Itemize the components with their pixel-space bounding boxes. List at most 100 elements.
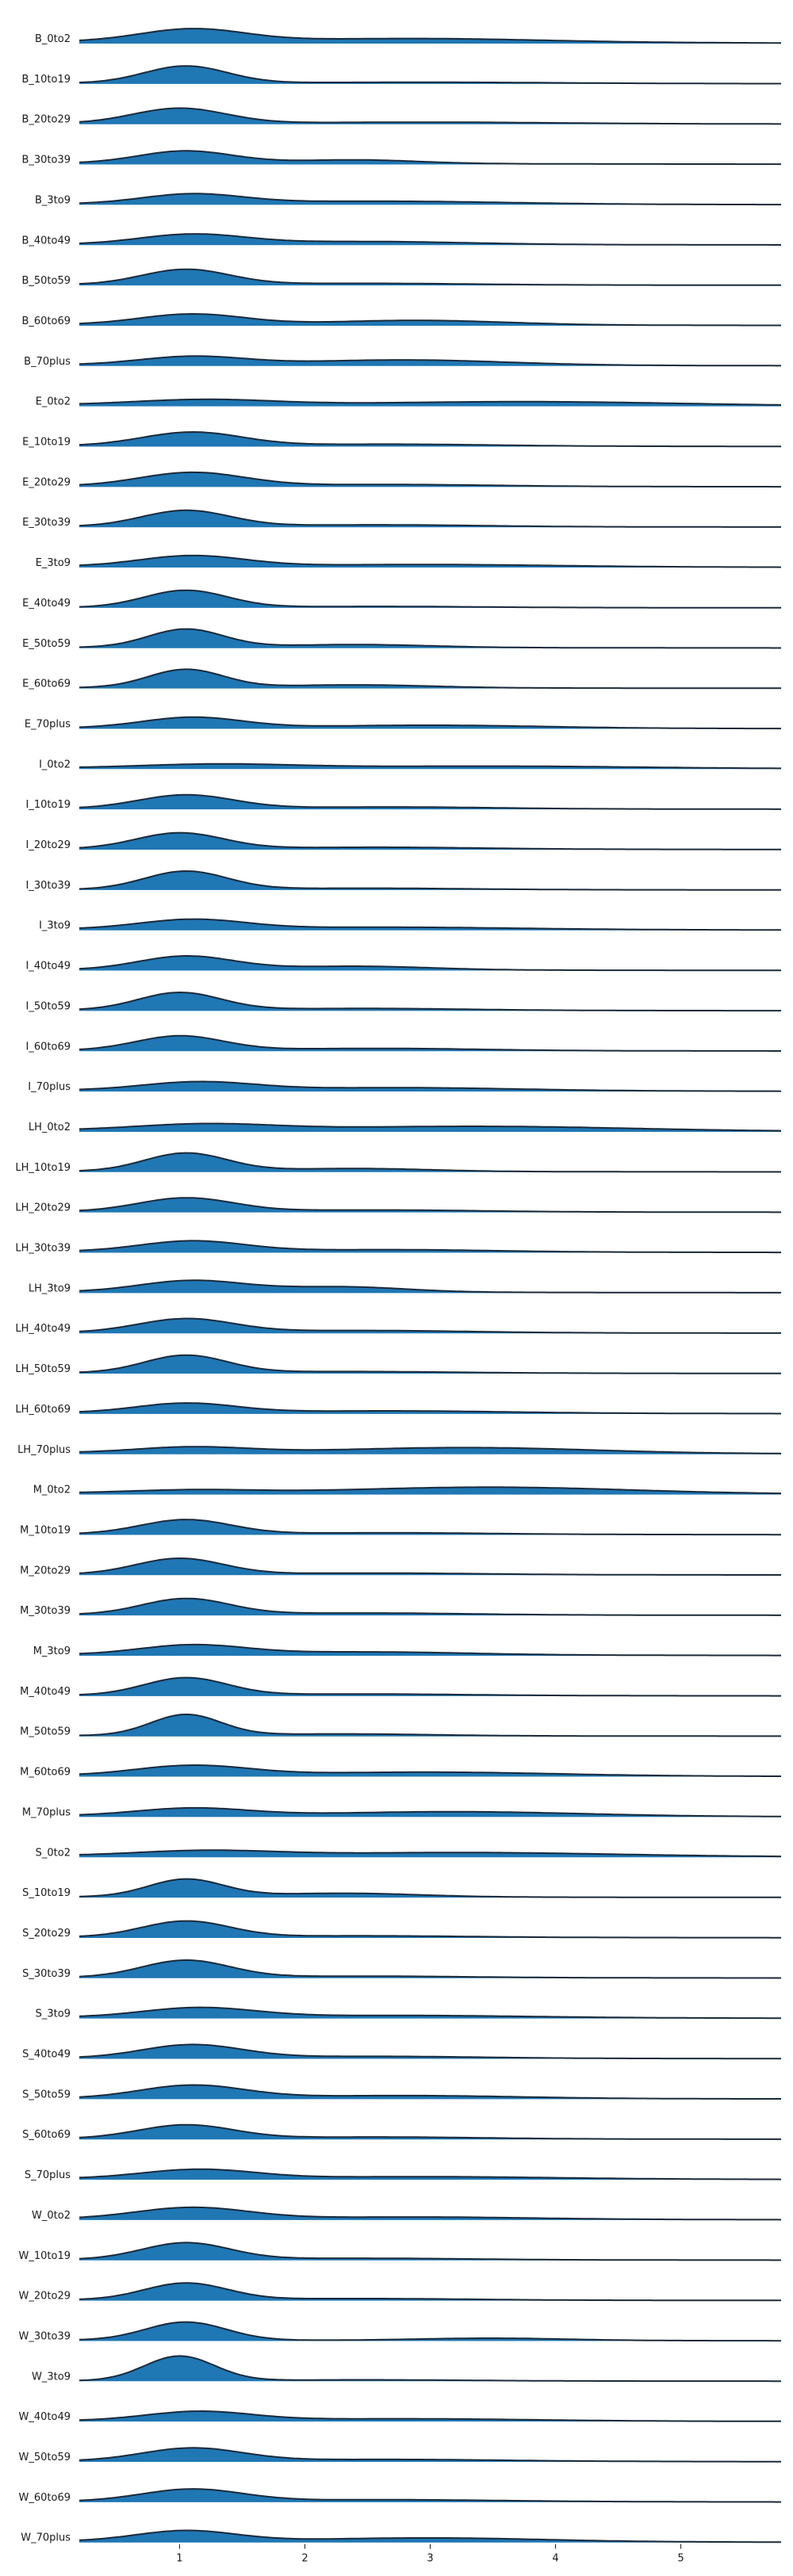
ridge-area (79, 1765, 781, 1777)
ridge-row-W_0to2: W_0to2 (32, 2206, 782, 2222)
ridge-outline (79, 1122, 782, 1132)
ridge-row-I_3to9: I_3to9 (39, 918, 781, 932)
ridge-area (79, 2242, 781, 2261)
ridge-row-S_70plus: S_70plus (25, 2168, 782, 2181)
row-label: I_10to19 (26, 799, 71, 811)
ridge-area (79, 432, 781, 447)
ridge-row-B_0to2: B_0to2 (35, 28, 781, 45)
ridge-area (79, 1714, 781, 1737)
ridge-row-E_20to29: E_20to29 (22, 471, 781, 488)
ridge-row-S_30to39: S_30to39 (22, 1959, 781, 1980)
ridge-outline (79, 793, 781, 810)
row-label: W_3to9 (32, 2371, 71, 2383)
ridge-row-I_0to2: I_0to2 (39, 759, 781, 770)
ridge-outline (79, 1317, 781, 1334)
ridge-row-S_3to9: S_3to9 (36, 2006, 781, 2020)
ridge-outline (79, 1197, 781, 1213)
ridge-outline (79, 1849, 781, 1858)
ridge-row-E_50to59: E_50to59 (22, 628, 781, 650)
ridge-area (79, 510, 781, 528)
row-label: LH_0to2 (29, 1122, 71, 1133)
ridge-row-E_40to49: E_40to49 (22, 589, 781, 610)
ridge-outline (79, 2123, 781, 2140)
ridge-row-B_50to59: B_50to59 (21, 268, 781, 287)
row-label: B_0to2 (35, 33, 71, 45)
row-label: B_30to39 (21, 155, 71, 166)
ridge-area (79, 1487, 781, 1495)
row-label: S_30to39 (22, 1968, 71, 1980)
ridge-area (79, 151, 781, 165)
ridge-row-M_20to29: M_20to29 (20, 1557, 781, 1577)
ridge-outline (79, 1152, 781, 1173)
ridge-row-LH_40to49: LH_40to49 (15, 1317, 781, 1335)
row-label: M_20to29 (20, 1565, 71, 1577)
ridge-outline (79, 918, 781, 931)
ridge-area (79, 2007, 781, 2019)
row-label: S_40to49 (22, 2049, 71, 2061)
ridge-outline (79, 628, 781, 649)
row-label: W_60to69 (19, 2492, 71, 2504)
ridge-outline (79, 1806, 782, 1817)
ridge-area (79, 832, 781, 850)
ridge-row-S_20to29: S_20to29 (22, 1920, 781, 1940)
ridge-row-E_3to9: E_3to9 (36, 554, 782, 569)
ridge-row-B_70plus: B_70plus (24, 355, 781, 368)
ridge-row-LH_30to39: LH_30to39 (15, 1240, 781, 1255)
ridge-outline (79, 268, 781, 286)
ridge-area (79, 108, 781, 124)
ridge-outline (79, 1446, 782, 1454)
ridge-row-LH_50to59: LH_50to59 (15, 1354, 781, 1375)
ridge-outline (79, 2282, 781, 2302)
ridge-row-M_70plus: M_70plus (22, 1806, 782, 1818)
row-label: E_20to29 (22, 476, 71, 488)
ridge-outline (79, 65, 781, 85)
row-label: E_40to49 (22, 598, 71, 610)
ridge-row-W_70plus: W_70plus (21, 2529, 781, 2544)
row-label: M_40to49 (20, 1686, 71, 1698)
ridge-row-LH_10to19: LH_10to19 (15, 1152, 781, 1174)
ridge-row-B_10to19: B_10to19 (21, 65, 781, 86)
row-label: I_40to49 (26, 961, 71, 973)
ridge-outline (79, 589, 781, 609)
ridge-outline (79, 2355, 781, 2383)
row-label: LH_20to29 (15, 1202, 71, 1214)
ridge-area (79, 314, 781, 326)
row-label: W_30to39 (19, 2330, 71, 2342)
row-label: I_60to69 (26, 1041, 71, 1053)
ridge-outline (79, 1714, 781, 1737)
row-label: W_20to29 (19, 2291, 71, 2303)
ridge-outline (79, 193, 781, 206)
row-label: B_20to29 (21, 114, 71, 126)
row-label: LH_70plus (17, 1444, 71, 1456)
ridge-row-I_10to19: I_10to19 (26, 793, 781, 811)
ridge-outline (79, 2043, 781, 2060)
ridge-row-E_0to2: E_0to2 (36, 396, 782, 408)
ridge-row-I_70plus: I_70plus (28, 1080, 782, 1093)
ridge-area (79, 472, 781, 487)
row-label: M_70plus (22, 1806, 71, 1818)
ridge-outline (79, 1279, 781, 1294)
ridge-area (79, 2411, 781, 2422)
ridge-outline (79, 355, 781, 367)
ridge-row-B_60to69: B_60to69 (21, 313, 781, 327)
row-label: LH_40to49 (15, 1323, 71, 1335)
ridge-area (79, 2207, 781, 2220)
ridge-area (79, 2448, 781, 2462)
ridge-area (79, 2124, 781, 2140)
row-label: M_0to2 (33, 1485, 71, 1496)
ridge-area (79, 2169, 781, 2180)
row-label: E_10to19 (22, 437, 71, 449)
ridge-area (79, 2356, 781, 2382)
ridge-area (79, 1644, 781, 1656)
row-label: S_70plus (25, 2169, 71, 2181)
ridge-area (79, 193, 781, 205)
x-tick-label: 5 (677, 2553, 684, 2565)
ridge-area (79, 2085, 781, 2100)
ridge-row-S_40to49: S_40to49 (22, 2043, 781, 2061)
ridge-outline (79, 2006, 781, 2020)
ridge-row-W_30to39: W_30to39 (19, 2321, 781, 2342)
row-label: M_60to69 (20, 1767, 71, 1779)
ridge-outline (79, 2321, 781, 2342)
ridge-outline (79, 1878, 781, 1898)
ridge-row-S_60to69: S_60to69 (22, 2123, 781, 2141)
